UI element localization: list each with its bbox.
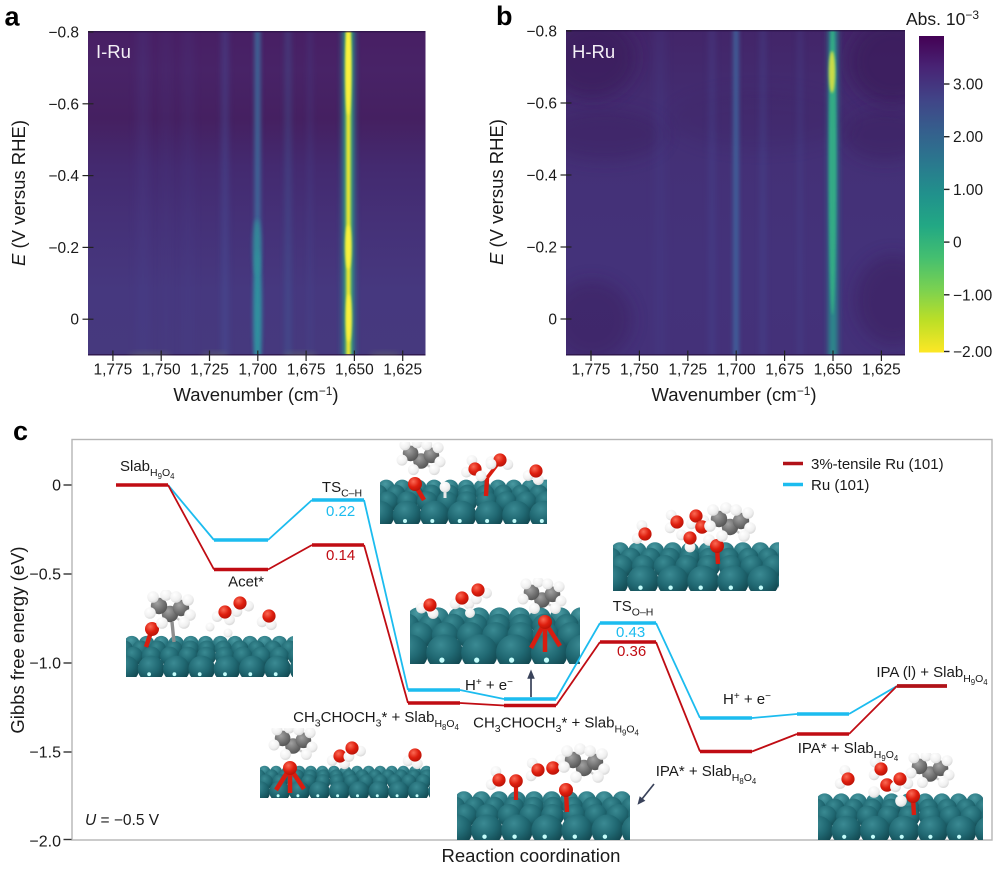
svg-text:1,775: 1,775 (94, 362, 133, 379)
svg-text:−1.00: −1.00 (953, 287, 993, 304)
svg-text:1,625: 1,625 (862, 362, 901, 379)
svg-text:−0.8: −0.8 (526, 24, 557, 41)
svg-text:−0.2: −0.2 (48, 240, 79, 257)
svg-text:Ru (101): Ru (101) (811, 477, 869, 494)
svg-text:1,675: 1,675 (765, 362, 804, 379)
svg-text:b: b (496, 1, 513, 31)
svg-text:2.00: 2.00 (953, 129, 984, 146)
svg-text:1,750: 1,750 (620, 362, 659, 379)
svg-text:−0.4: −0.4 (48, 168, 79, 185)
svg-text:H+ + e−: H+ + e− (723, 691, 771, 708)
svg-text:E (V versus RHE): E (V versus RHE) (486, 119, 507, 265)
svg-text:0: 0 (548, 312, 557, 329)
svg-text:−0.8: −0.8 (48, 25, 79, 42)
svg-text:a: a (5, 2, 21, 32)
svg-text:I-Ru: I-Ru (96, 41, 131, 62)
svg-text:1,675: 1,675 (287, 362, 326, 379)
svg-text:3%-tensile Ru (101): 3%-tensile Ru (101) (811, 456, 944, 473)
svg-text:0.14: 0.14 (326, 547, 355, 564)
svg-text:−1.5: −1.5 (29, 745, 61, 762)
svg-text:0.22: 0.22 (326, 503, 355, 520)
svg-text:−0.6: −0.6 (48, 96, 79, 113)
svg-text:1,725: 1,725 (190, 362, 229, 379)
svg-text:0: 0 (953, 235, 962, 252)
svg-text:1,650: 1,650 (814, 362, 853, 379)
svg-text:H-Ru: H-Ru (572, 41, 615, 62)
svg-text:−0.2: −0.2 (526, 240, 557, 257)
svg-text:1,700: 1,700 (717, 362, 756, 379)
svg-text:−2.0: −2.0 (29, 834, 61, 851)
svg-text:Wavenumber (cm−1): Wavenumber (cm−1) (173, 384, 338, 405)
svg-text:0: 0 (70, 312, 79, 329)
svg-text:−2.00: −2.00 (953, 344, 993, 361)
svg-text:1,650: 1,650 (335, 362, 374, 379)
svg-text:Acet*: Acet* (228, 574, 264, 591)
svg-text:Wavenumber (cm−1): Wavenumber (cm−1) (651, 384, 816, 405)
svg-text:1,725: 1,725 (668, 362, 707, 379)
svg-text:1,625: 1,625 (383, 362, 422, 379)
svg-text:0.43: 0.43 (616, 624, 645, 641)
svg-text:Gibbs free energy (eV): Gibbs free energy (eV) (7, 546, 28, 733)
svg-text:−0.4: −0.4 (526, 168, 557, 185)
svg-text:H+ + e−: H+ + e− (465, 677, 513, 694)
svg-text:1.00: 1.00 (953, 182, 984, 199)
svg-text:c: c (13, 416, 28, 446)
svg-text:Abs. 10−3: Abs. 10−3 (906, 8, 979, 29)
svg-text:0.36: 0.36 (617, 643, 646, 660)
svg-text:Reaction coordination: Reaction coordination (442, 845, 621, 866)
svg-text:1,750: 1,750 (142, 362, 181, 379)
svg-text:E (V versus RHE): E (V versus RHE) (8, 120, 29, 266)
svg-text:1,700: 1,700 (238, 362, 277, 379)
svg-text:0: 0 (52, 478, 61, 495)
svg-text:1,775: 1,775 (572, 362, 611, 379)
svg-text:3.00: 3.00 (953, 77, 984, 94)
svg-text:−1.0: −1.0 (29, 656, 61, 673)
svg-text:U = −0.5 V: U = −0.5 V (85, 812, 160, 829)
svg-text:−0.5: −0.5 (29, 567, 61, 584)
svg-text:−0.6: −0.6 (526, 96, 557, 113)
